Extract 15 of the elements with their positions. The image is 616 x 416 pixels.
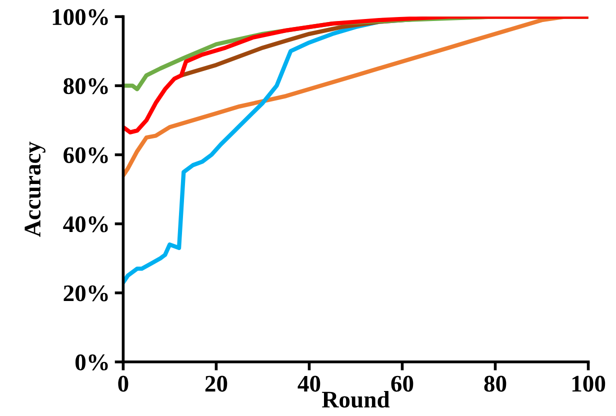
- y-tick-label: 40%: [63, 216, 108, 232]
- x-tick-label: 80: [484, 376, 506, 392]
- x-tick-label: 0: [118, 376, 128, 392]
- y-tick-label: 80%: [64, 78, 108, 94]
- x-tick-label: 60: [391, 376, 414, 392]
- x-tick-label: 20: [205, 376, 228, 392]
- y-tick-label: 60%: [64, 147, 108, 164]
- x-tick-label: 100: [572, 376, 606, 392]
- y-axis-title: Accuracy: [24, 142, 46, 237]
- x-axis-title: Round: [322, 390, 390, 408]
- y-tick-label: 20%: [64, 285, 108, 302]
- y-tick-label: 100%: [52, 9, 108, 26]
- x-tick-label: 40: [298, 376, 320, 392]
- line-series: [123, 16, 588, 134]
- y-tick-label: 0%: [75, 354, 108, 370]
